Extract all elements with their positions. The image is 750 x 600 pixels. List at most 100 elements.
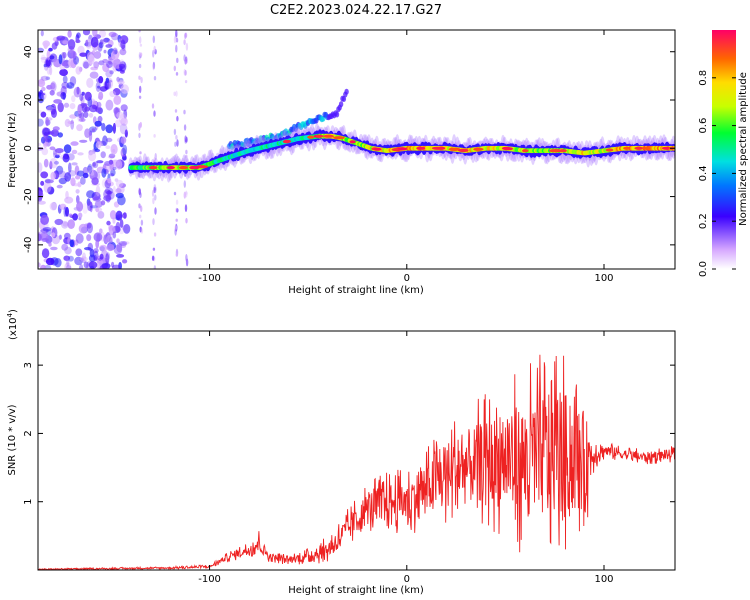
spectrogram-frame: [37, 29, 676, 270]
noise-blob: [62, 75, 68, 84]
noise-blob: [82, 166, 89, 175]
noise-blob: [103, 37, 110, 43]
noise-blob: [98, 76, 104, 84]
noise-blob: [71, 162, 78, 166]
noise-blob: [40, 75, 49, 81]
colorbar-gradient: [712, 30, 736, 269]
noise-blob: [86, 222, 93, 234]
noise-blob: [105, 234, 114, 244]
colorbar-tick-label: 0.0: [698, 261, 709, 277]
noise-blob: [41, 92, 47, 100]
noise-blob: [139, 52, 143, 57]
noise-blob: [64, 118, 71, 128]
noise-blob: [65, 206, 69, 217]
noise-blob: [176, 139, 179, 147]
noise-blob: [92, 30, 98, 38]
noise-blob: [94, 120, 102, 127]
noise-blob: [185, 149, 188, 155]
noise-blob: [68, 213, 73, 218]
noise-blob: [40, 54, 46, 63]
noise-blob: [44, 57, 53, 68]
noise-blob: [105, 99, 114, 111]
colorbar-ticks: 0.0 0.2 0.4 0.6 0.8: [698, 70, 736, 277]
noise-blob: [67, 219, 75, 230]
noise-blob: [102, 135, 108, 146]
noise-blob: [87, 54, 95, 65]
noise-blob: [104, 187, 114, 195]
y-tick-label: -20: [23, 188, 34, 204]
noise-blob: [77, 45, 85, 55]
noise-blob: [183, 109, 186, 115]
noise-blob: [154, 187, 157, 194]
noise-blob: [120, 84, 129, 94]
noise-blob: [151, 189, 155, 197]
noise-blob: [95, 185, 101, 197]
noise-blob: [175, 253, 178, 257]
noise-blob: [51, 108, 57, 118]
noise-blob: [93, 51, 102, 59]
noise-blob: [70, 50, 77, 59]
spectrogram-ylabel: Frequency (Hz): [7, 112, 18, 188]
y-tick-label: 40: [23, 45, 34, 58]
noise-blob: [88, 151, 97, 162]
noise-blob: [121, 225, 128, 231]
noise-blob: [116, 111, 124, 119]
colorbar-tick-label: 0.4: [698, 165, 709, 181]
noise-blob: [75, 175, 81, 180]
noise-blob: [89, 71, 99, 79]
noise-blob: [53, 99, 62, 104]
noise-blob: [175, 135, 178, 140]
noise-blob: [116, 76, 120, 82]
noise-blob: [38, 118, 44, 127]
noise-blob: [140, 205, 143, 212]
noise-blob: [184, 32, 187, 40]
noise-blob: [139, 43, 143, 47]
branch-blob: [341, 96, 347, 102]
ridge-peak: [605, 148, 614, 152]
chart-title: C2E2.2023.024.22.17.G27: [270, 3, 442, 18]
noise-blob: [153, 45, 156, 53]
ridge-peak: [634, 146, 644, 150]
noise-blob: [77, 111, 81, 122]
noise-blob: [185, 217, 188, 224]
noise-blob: [40, 30, 44, 37]
noise-blob: [122, 144, 128, 156]
noise-blob: [91, 161, 99, 169]
noise-blob: [185, 253, 188, 262]
ridge-peak: [189, 166, 197, 170]
noise-blob: [119, 123, 128, 135]
noise-blob: [83, 111, 89, 118]
noise-blob: [93, 248, 99, 254]
noise-blob: [100, 200, 106, 206]
noise-blob: [103, 49, 107, 54]
noise-blob: [59, 203, 67, 210]
noise-blob: [112, 47, 118, 55]
noise-blob: [78, 117, 86, 122]
noise-blob: [70, 141, 79, 146]
noise-blob: [111, 159, 121, 168]
noise-blob: [175, 30, 178, 38]
noise-blob: [153, 110, 156, 117]
noise-blob: [184, 139, 187, 144]
noise-blob: [94, 200, 103, 208]
noise-blob: [109, 90, 117, 98]
noise-blob: [87, 166, 94, 173]
noise-blob: [49, 161, 53, 170]
noise-blob: [101, 38, 107, 44]
noise-blob: [139, 121, 142, 128]
noise-blob: [38, 147, 44, 151]
noise-blob: [153, 186, 156, 194]
noise-blob: [63, 144, 72, 154]
ridge-peak: [458, 148, 469, 152]
noise-blob: [49, 202, 57, 211]
noise-blob: [183, 39, 186, 46]
noise-blob: [173, 128, 177, 136]
noise-blob: [40, 171, 49, 179]
noise-blob: [79, 256, 88, 262]
noise-blob: [43, 158, 49, 168]
noise-blob: [184, 204, 188, 213]
ridge-peak: [349, 140, 356, 144]
y-tick-label: 0: [23, 145, 34, 151]
ridge-peak: [178, 166, 189, 170]
